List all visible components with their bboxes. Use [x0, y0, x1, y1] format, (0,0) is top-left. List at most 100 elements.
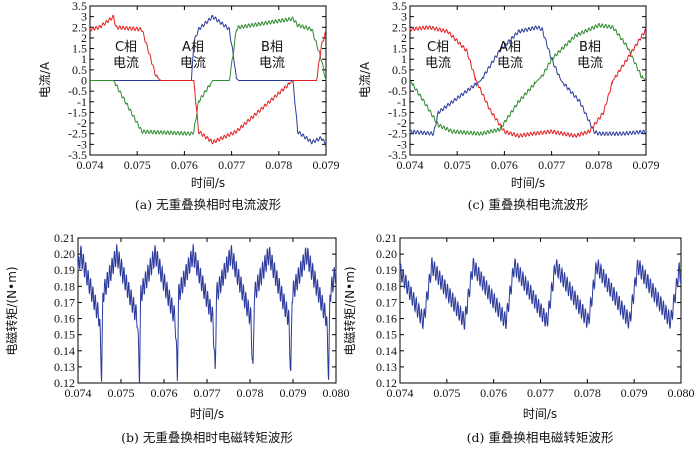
panel-d-ylabel: 电磁转矩/(N•m)	[342, 266, 357, 355]
panel-b-plot-frame	[77, 237, 337, 384]
x-tick-label: 0.075	[444, 158, 471, 172]
panel-a-annot-c-phase: C相	[115, 40, 137, 55]
y-tick-label: 0.5	[392, 63, 407, 77]
y-tick-label: -0.5	[68, 84, 87, 98]
y-tick-label: 0.18	[54, 279, 75, 293]
panel-a-annot-a-current: 电流	[180, 56, 206, 71]
y-tick-label: -2.5	[68, 127, 87, 141]
y-tick-label: 0.16	[376, 312, 397, 326]
x-tick-label: 0.078	[237, 386, 264, 400]
y-tick-label: 0.17	[376, 295, 397, 309]
panel-a-ylabel: 电流/A	[38, 61, 52, 98]
y-tick-label: -3.5	[68, 148, 87, 162]
series-C相-line	[409, 25, 647, 139]
panel-a-axes: 0.074 0.075 0.076 0.077 0.078 0.079 3.532.521.…	[68, 0, 340, 172]
y-tick-label: 3	[81, 10, 87, 24]
panel-c-axes: 0.074 0.075 0.076 0.077 0.078 0.079 3.532.521.…	[388, 0, 660, 172]
y-tick-label: 0.21	[54, 231, 75, 245]
y-tick-label: 0.17	[54, 295, 75, 309]
panel-c-ylabel: 电流/A	[358, 61, 372, 98]
y-tick-label: 0.15	[54, 328, 75, 342]
x-tick-label: 0.080	[668, 386, 695, 400]
y-tick-label: 0.20	[376, 247, 397, 261]
y-tick-label: 0.15	[376, 328, 397, 342]
y-tick-label: 0.19	[54, 263, 75, 277]
x-tick-label: 0.076	[171, 158, 198, 172]
x-tick-label: 0.076	[491, 158, 518, 172]
panel-c-series	[409, 23, 647, 139]
panel-b-caption: (b) 无重叠换相时电磁转矩波形	[121, 430, 293, 445]
panel-a-annot-b-current: 电流	[259, 56, 285, 71]
y-tick-label: 0.13	[376, 360, 397, 374]
series-torque-line	[77, 243, 337, 383]
panel-a-series	[89, 14, 327, 146]
panel-b-axes: 0.074 0.075 0.076 0.077 0.078 0.079 0.080 0.21 0…	[54, 231, 350, 400]
y-tick-label: 0.20	[54, 247, 75, 261]
panel-a-xlabel: 时间/s	[191, 176, 225, 190]
panel-c-annot-a-current: 电流	[497, 56, 523, 71]
y-tick-label: 0.16	[54, 312, 75, 326]
panel-d-caption: (d) 重叠换相电磁转矩波形	[467, 430, 614, 445]
panel-c-caption: (c) 重叠换相电流波形	[468, 197, 589, 212]
panel-c-annot-b-current: 电流	[577, 56, 603, 71]
x-tick-label: 0.076	[151, 386, 178, 400]
x-tick-label: 0.078	[585, 158, 612, 172]
panel-d: 0.074 0.075 0.076 0.077 0.078 0.079 0.080 0.21 0…	[342, 231, 695, 445]
x-tick-label: 0.075	[124, 158, 151, 172]
x-tick-label: 0.075	[108, 386, 135, 400]
y-tick-label: 2.5	[392, 20, 407, 34]
panel-a-caption: (a) 无重叠换相时电流波形	[135, 197, 282, 212]
panel-b-series	[77, 243, 337, 383]
y-tick-label: 2	[81, 31, 87, 45]
y-tick-label: 0	[401, 74, 407, 88]
y-tick-label: 0.12	[376, 376, 397, 390]
panel-a-annot-a-phase: A相	[182, 40, 204, 55]
x-tick-label: 0.079	[633, 158, 660, 172]
x-tick-label: 0.074	[387, 386, 414, 400]
y-tick-label: 1.5	[72, 42, 87, 56]
y-tick-label: 2	[401, 31, 407, 45]
y-tick-label: 0.12	[54, 376, 75, 390]
panel-c-annot-c-phase: C相	[427, 40, 449, 55]
panel-a-annot-b-phase: B相	[261, 40, 283, 55]
x-tick-label: 0.074	[77, 158, 104, 172]
panel-c-annot-a-phase: A相	[499, 40, 521, 55]
y-tick-label: 3.5	[72, 0, 87, 13]
series-C相-line	[89, 14, 327, 145]
y-tick-label: 0.5	[72, 63, 87, 77]
panel-c-xlabel: 时间/s	[511, 176, 545, 190]
y-tick-label: 0.18	[376, 279, 397, 293]
y-tick-label: 3.5	[392, 0, 407, 13]
y-tick-label: -1.5	[68, 105, 87, 119]
series-A相-line	[409, 25, 647, 137]
panel-b-xlabel: 时间/s	[190, 407, 224, 421]
panel-c-annot-c-current: 电流	[425, 56, 451, 71]
y-tick-label: 0.14	[54, 344, 75, 358]
y-tick-label: -1.5	[388, 105, 407, 119]
x-tick-label: 0.079	[313, 158, 340, 172]
y-tick-label: -2	[397, 116, 407, 130]
x-tick-label: 0.077	[538, 158, 565, 172]
x-tick-label: 0.079	[621, 386, 648, 400]
y-tick-label: 3	[401, 10, 407, 24]
y-tick-label: -1	[77, 95, 87, 109]
y-tick-label: -2.5	[388, 127, 407, 141]
panel-c: 0.074 0.075 0.076 0.077 0.078 0.079 3.532.521.…	[358, 0, 660, 212]
y-tick-label: 1	[81, 52, 87, 66]
panel-c-annot-b-phase: B相	[579, 40, 601, 55]
x-tick-label: 0.074	[397, 158, 424, 172]
y-tick-label: -3	[77, 137, 87, 151]
panel-a: 0.074 0.075 0.076 0.077 0.078 0.079 3.532.521.…	[38, 0, 340, 212]
x-tick-label: 0.080	[323, 386, 350, 400]
panel-b-ylabel: 电磁转矩/(N•m)	[4, 266, 19, 355]
y-tick-label: 2.5	[72, 20, 87, 34]
panel-d-xlabel: 时间/s	[523, 407, 557, 421]
y-tick-label: -3	[397, 137, 407, 151]
x-tick-label: 0.078	[574, 386, 601, 400]
y-tick-label: -1	[397, 95, 407, 109]
y-tick-label: 0.21	[376, 231, 397, 245]
y-tick-label: 1.5	[392, 42, 407, 56]
series-torque-line	[399, 257, 682, 330]
x-tick-label: 0.077	[527, 386, 554, 400]
